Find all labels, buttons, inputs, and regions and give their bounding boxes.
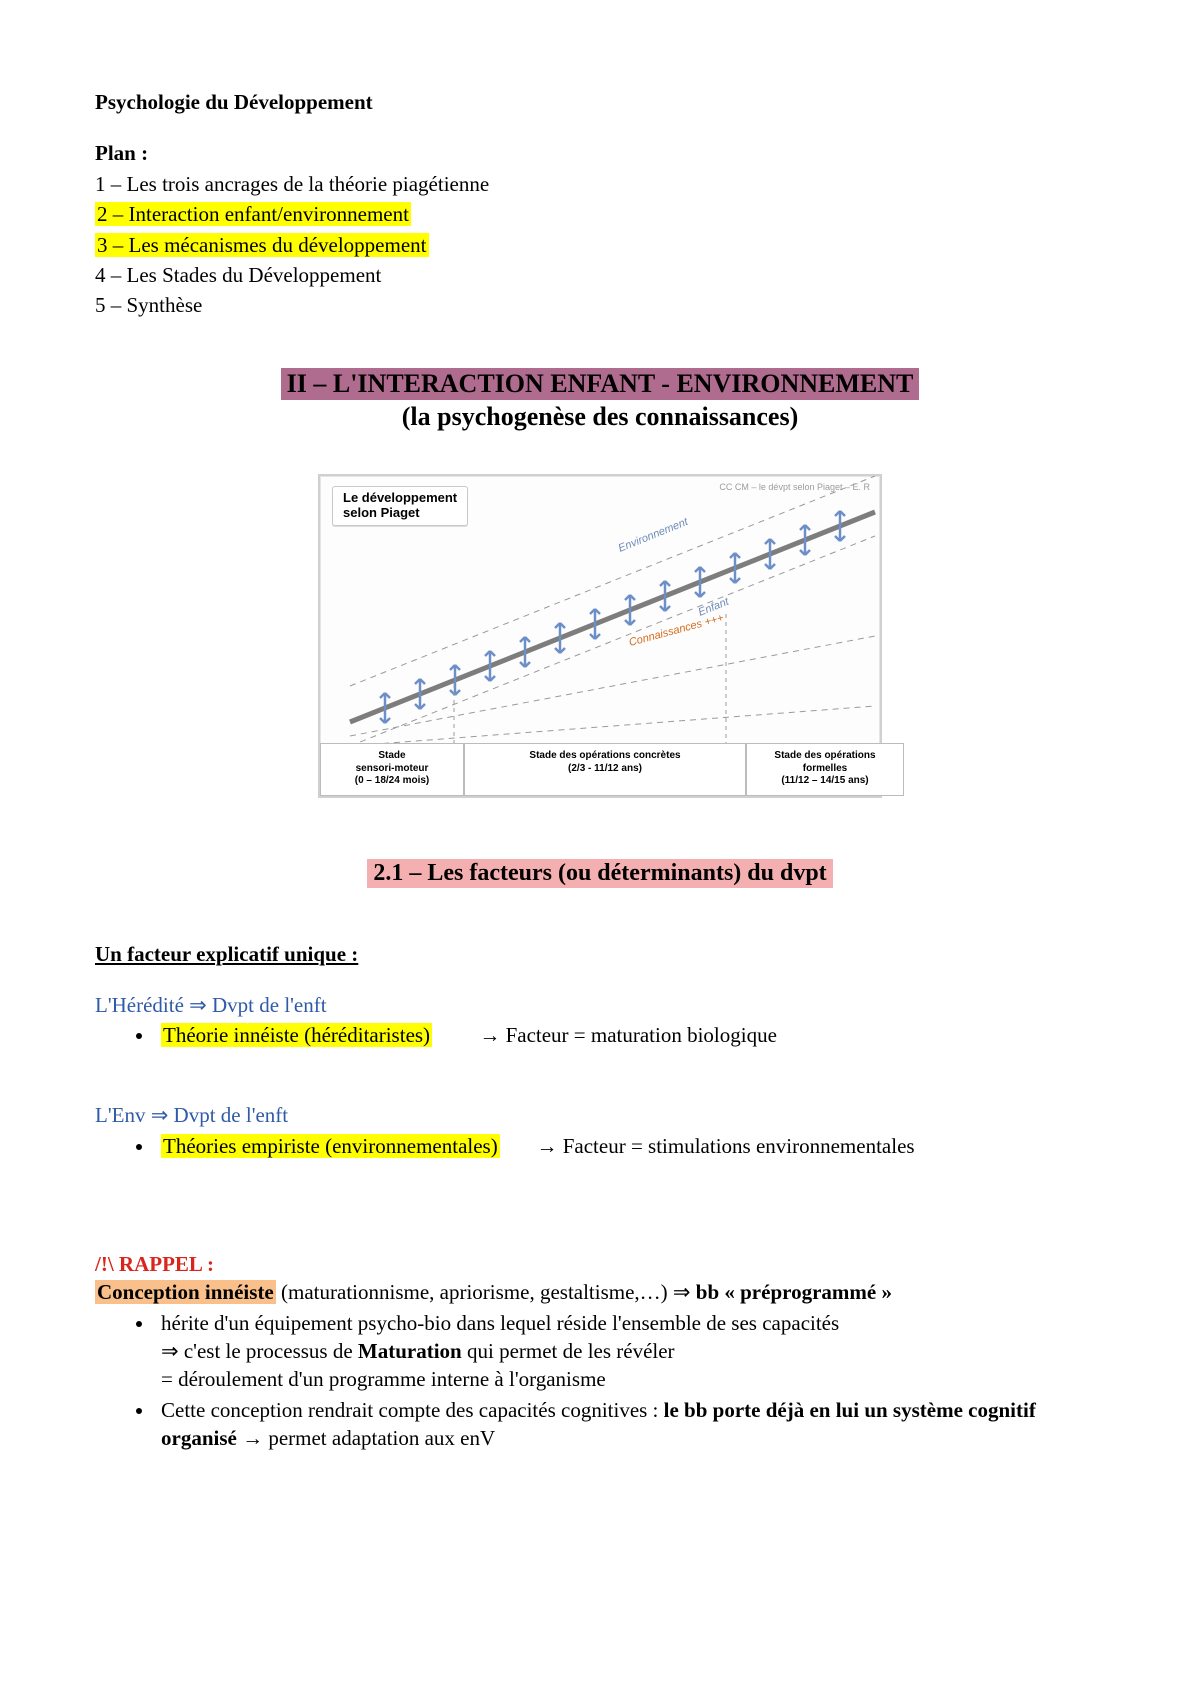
subsection-2-1-wrap: 2.1 – Les facteurs (ou déterminants) du … <box>95 859 1105 888</box>
factor-env-bullet: Théories empiriste (environnementales) →… <box>155 1132 1105 1160</box>
rappel-b1-l3: = déroulement d'un programme interne à l… <box>161 1367 606 1391</box>
plan-item: 1 – Les trois ancrages de la théorie pia… <box>95 170 1105 198</box>
factor-env-lead: L'Env ⇒ Dvpt de l'enft <box>95 1101 1105 1129</box>
svg-text:Connaissances +++: Connaissances +++ <box>628 612 726 649</box>
plan-item: 5 – Synthèse <box>95 291 1105 319</box>
rappel-b1-l2c: qui permet de les révéler <box>462 1339 675 1363</box>
rappel-bullet-2: Cette conception rendrait compte des cap… <box>155 1396 1105 1453</box>
section-2-main: II – L'INTERACTION ENFANT - ENVIRONNEMEN… <box>281 368 920 400</box>
rappel-b1-l1: hérite d'un équipement psycho-bio dans l… <box>161 1311 839 1335</box>
subsection-2-1: 2.1 – Les facteurs (ou déterminants) du … <box>367 859 832 888</box>
factor-heredity: L'Hérédité ⇒ Dvpt de l'enft Théorie inné… <box>95 991 1105 1050</box>
plan-item-text: 3 – Les mécanismes du développement <box>95 233 429 257</box>
rappel-bullet-1: hérite d'un équipement psycho-bio dans l… <box>155 1309 1105 1394</box>
figure-stage: Stadesensori-moteur(0 – 18/24 mois) <box>320 743 464 796</box>
factor-heredity-tail: → Facteur = maturation biologique <box>479 1023 777 1047</box>
factor-heredity-lead: L'Hérédité ⇒ Dvpt de l'enft <box>95 991 1105 1019</box>
rappel-heading: /!\ RAPPEL : <box>95 1250 1105 1278</box>
plan-item: 4 – Les Stades du Développement <box>95 261 1105 289</box>
document-page: Psychologie du Développement Plan : 1 – … <box>0 0 1200 1515</box>
figure-wrap: Le développement selon Piaget CC CM – le… <box>95 474 1105 803</box>
section-2-sub: (la psychogenèse des connaissances) <box>95 402 1105 432</box>
plan-list: 1 – Les trois ancrages de la théorie pia… <box>95 170 1105 320</box>
section-2-title: II – L'INTERACTION ENFANT - ENVIRONNEMEN… <box>95 368 1105 432</box>
factor-heredity-hl: Théorie innéiste (héréditaristes) <box>161 1023 432 1047</box>
figure-stage: Stade des opérationsformelles(11/12 – 14… <box>746 743 904 796</box>
doc-title: Psychologie du Développement <box>95 90 1105 115</box>
piaget-figure: Le développement selon Piaget CC CM – le… <box>318 474 882 798</box>
rappel-b1-l2b: Maturation <box>358 1339 462 1363</box>
rappel-conception-tail: (maturationnisme, apriorisme, gestaltism… <box>276 1280 696 1304</box>
figure-stage: Stade des opérations concrètes(2/3 - 11/… <box>464 743 746 796</box>
rappel-conception-line: Conception innéiste (maturationnisme, ap… <box>95 1278 1105 1306</box>
plan-item-text: 2 – Interaction enfant/environnement <box>95 202 411 226</box>
unique-factor-heading: Un facteur explicatif unique : <box>95 942 1105 967</box>
rappel-b1-l2a: ⇒ c'est le processus de <box>161 1339 358 1363</box>
rappel-conception-bold: bb « préprogrammé » <box>696 1280 892 1304</box>
rappel-b2-a: Cette conception rendrait compte des cap… <box>161 1398 664 1422</box>
plan-item: 2 – Interaction enfant/environnement <box>95 200 1105 228</box>
factor-env: L'Env ⇒ Dvpt de l'enft Théories empirist… <box>95 1101 1105 1160</box>
rappel-b2-c: → permet adaptation aux enV <box>237 1426 495 1450</box>
plan-item: 3 – Les mécanismes du développement <box>95 231 1105 259</box>
svg-text:Environnement: Environnement <box>617 515 691 554</box>
rappel-conception-label: Conception innéiste <box>95 1280 276 1304</box>
factor-heredity-bullet: Théorie innéiste (héréditaristes) → Fact… <box>155 1021 1105 1049</box>
plan-heading: Plan : <box>95 141 1105 166</box>
factor-env-hl: Théories empiriste (environnementales) <box>161 1134 500 1158</box>
figure-stages: Stadesensori-moteur(0 – 18/24 mois)Stade… <box>320 743 880 796</box>
factor-env-tail: → Facteur = stimulations environnemental… <box>536 1134 914 1158</box>
rappel-block: /!\ RAPPEL : Conception innéiste (matura… <box>95 1250 1105 1452</box>
